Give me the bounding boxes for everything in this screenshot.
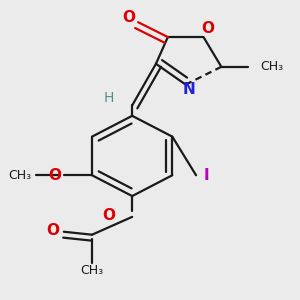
Text: O: O xyxy=(123,10,136,25)
Text: H: H xyxy=(103,91,114,105)
Text: CH₃: CH₃ xyxy=(80,264,104,277)
Text: N: N xyxy=(182,82,195,97)
Text: CH₃: CH₃ xyxy=(260,60,283,73)
Text: O: O xyxy=(48,168,61,183)
Text: I: I xyxy=(204,168,210,183)
Text: O: O xyxy=(202,21,214,36)
Text: O: O xyxy=(46,223,59,238)
Text: O: O xyxy=(102,208,115,223)
Text: CH₃: CH₃ xyxy=(8,169,31,182)
